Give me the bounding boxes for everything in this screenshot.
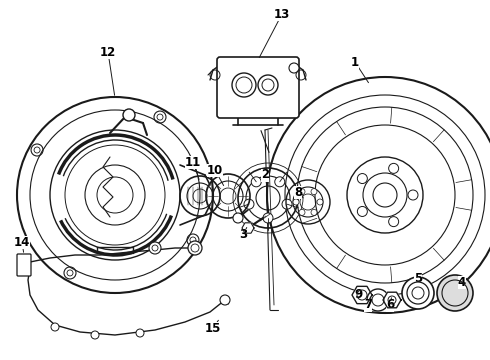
Circle shape	[233, 213, 243, 223]
Text: 7: 7	[364, 298, 372, 311]
Circle shape	[299, 210, 305, 215]
Text: 9: 9	[354, 288, 362, 302]
Circle shape	[293, 199, 299, 205]
Circle shape	[275, 177, 285, 187]
Polygon shape	[242, 223, 254, 233]
Text: 3: 3	[239, 229, 247, 242]
Circle shape	[437, 275, 473, 311]
Text: 13: 13	[274, 8, 290, 21]
Text: 14: 14	[14, 235, 30, 248]
Circle shape	[311, 189, 317, 195]
Circle shape	[123, 109, 135, 121]
Text: 1: 1	[351, 55, 359, 68]
Circle shape	[258, 75, 278, 95]
Circle shape	[136, 329, 144, 337]
Circle shape	[51, 323, 59, 331]
Text: 6: 6	[386, 298, 394, 311]
Circle shape	[232, 73, 256, 97]
Text: 5: 5	[414, 271, 422, 284]
FancyBboxPatch shape	[217, 57, 299, 118]
Polygon shape	[352, 286, 372, 304]
Text: 11: 11	[185, 156, 201, 168]
Circle shape	[402, 277, 434, 309]
Circle shape	[91, 331, 99, 339]
Circle shape	[251, 177, 261, 187]
Circle shape	[282, 199, 292, 209]
Circle shape	[311, 210, 317, 215]
FancyBboxPatch shape	[17, 254, 31, 276]
Circle shape	[244, 199, 254, 209]
Circle shape	[317, 199, 323, 205]
Circle shape	[299, 189, 305, 195]
Circle shape	[149, 242, 161, 254]
Text: 10: 10	[207, 163, 223, 176]
Text: 15: 15	[205, 321, 221, 334]
Circle shape	[188, 241, 202, 255]
Circle shape	[220, 295, 230, 305]
Text: 12: 12	[100, 45, 116, 58]
Text: 8: 8	[294, 185, 302, 198]
Polygon shape	[383, 292, 401, 308]
Circle shape	[263, 213, 273, 223]
Circle shape	[289, 63, 299, 73]
Text: 2: 2	[261, 168, 269, 181]
Text: 4: 4	[458, 275, 466, 288]
Circle shape	[367, 289, 389, 311]
